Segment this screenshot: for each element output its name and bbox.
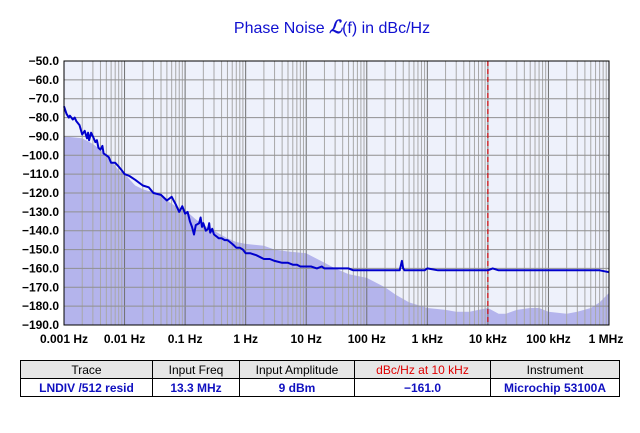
y-tick-label: −90.0 (29, 129, 60, 143)
cell-input-amplitude: 9 dBm (239, 378, 355, 397)
chart-title-symbol: ℒ (329, 17, 343, 37)
x-tick-label: 100 kHz (526, 332, 571, 346)
series-line-lndiv (63, 105, 610, 274)
x-tick-label: 1 Hz (233, 332, 258, 346)
y-axis-labels: −50.0 −60.0 −70.0 −80.0 −90.0 −100.0 −110.0 −12… (22, 54, 59, 332)
header-trace: Trace (20, 360, 153, 379)
y-tick-label: −80.0 (29, 111, 60, 125)
header-instrument: Instrument (490, 360, 620, 379)
legend-table: Trace Input Freq Input Amplitude dBc/Hz … (20, 360, 620, 397)
cell-trace: LNDIV /512 resid (20, 378, 153, 397)
y-tick-label: −120.0 (22, 186, 59, 200)
y-tick-label: −130.0 (22, 205, 59, 219)
header-input-amplitude: Input Amplitude (239, 360, 355, 379)
x-tick-label: 0.001 Hz (40, 332, 88, 346)
y-tick-label: −70.0 (29, 92, 60, 106)
chart-title-part: (f) in dBc/Hz (342, 20, 430, 37)
header-dbc-at-10khz: dBc/Hz at 10 kHz (354, 360, 491, 379)
x-axis-labels: 0.001 Hz 0.01 Hz 0.1 Hz 1 Hz 10 Hz 100 Hz 1 kH… (40, 332, 623, 346)
y-tick-label: −50.0 (29, 54, 60, 68)
y-tick-label: −60.0 (29, 73, 60, 87)
x-tick-label: 1 kHz (412, 332, 443, 346)
y-tick-label: −160.0 (22, 261, 59, 275)
cell-dbc-at-10khz: −161.0 (354, 378, 491, 397)
y-tick-label: −100.0 (22, 148, 59, 162)
x-tick-label: 10 kHz (469, 332, 507, 346)
header-input-freq: Input Freq (152, 360, 240, 379)
x-tick-label: 1 MHz (589, 332, 624, 346)
y-tick-label: −180.0 (22, 299, 59, 313)
y-tick-label: −190.0 (22, 318, 59, 332)
chart-title-part: Phase Noise (234, 20, 329, 37)
y-tick-label: −170.0 (22, 280, 59, 294)
grid-major (63, 60, 610, 326)
plot-frame (63, 60, 610, 326)
noise-floor-area (64, 136, 609, 325)
phase-noise-chart: Phase Noise ℒ(f) in dBc/Hz −50.0 −60.0 −70… (22, 17, 623, 346)
x-tick-label: 10 Hz (291, 332, 322, 346)
x-tick-label: 0.1 Hz (168, 332, 203, 346)
x-tick-label: 100 Hz (348, 332, 386, 346)
legend-header-row: Trace Input Freq Input Amplitude dBc/Hz … (20, 360, 620, 379)
legend-data-row: LNDIV /512 resid 13.3 MHz 9 dBm −161.0 M… (20, 378, 620, 397)
chart-title: Phase Noise ℒ(f) in dBc/Hz (234, 17, 430, 37)
cell-input-freq: 13.3 MHz (152, 378, 240, 397)
y-tick-label: −110.0 (23, 167, 60, 181)
cell-instrument: Microchip 53100A (490, 378, 620, 397)
y-tick-label: −140.0 (22, 224, 59, 238)
x-tick-label: 0.01 Hz (104, 332, 145, 346)
y-tick-label: −150.0 (22, 243, 59, 257)
